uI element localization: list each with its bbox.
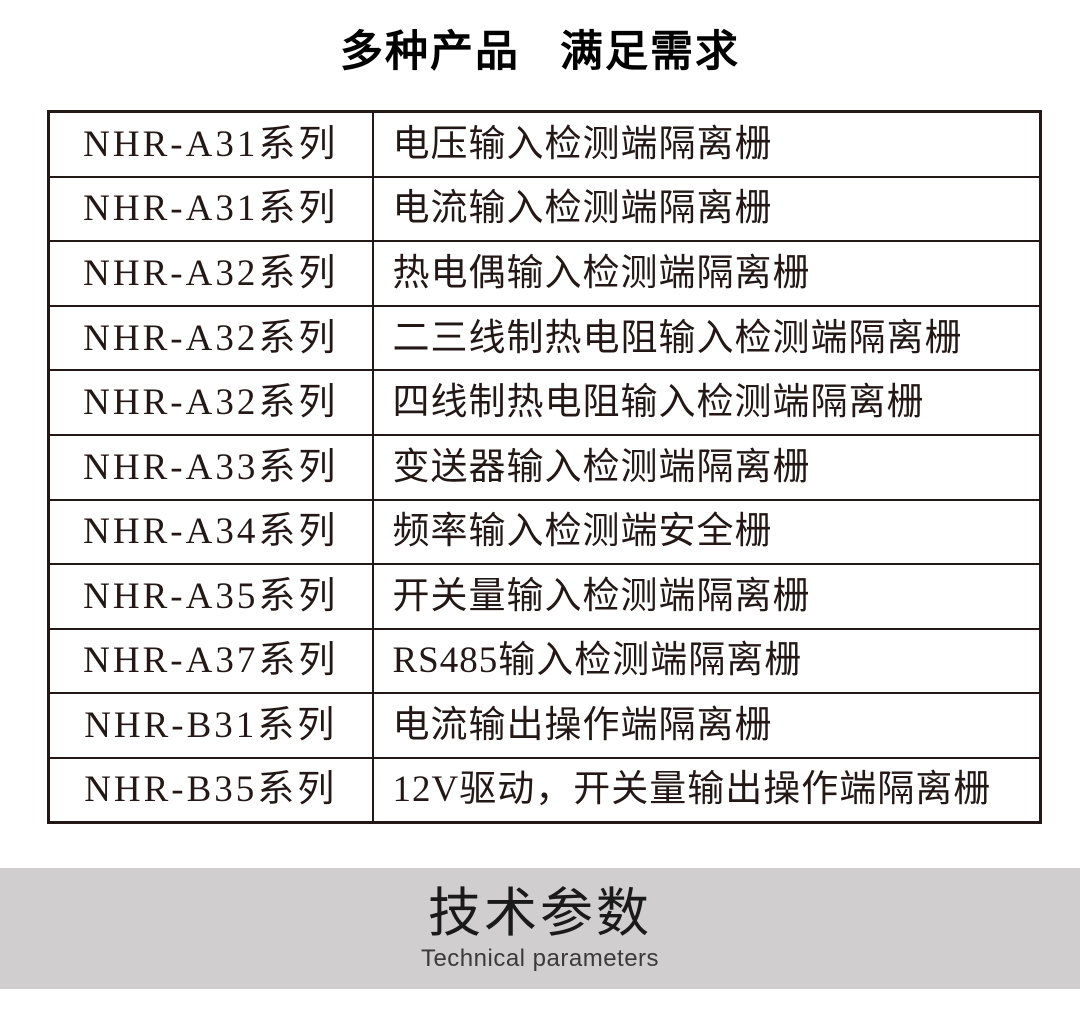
description-cell: 电流输入检测端隔离栅	[371, 175, 1042, 243]
description-cell: 开关量输入检测端隔离栅	[371, 563, 1042, 630]
series-cell: NHR-A34系列	[47, 498, 374, 566]
description-cell: 热电偶输入检测端隔离栅	[371, 240, 1042, 307]
section-banner: 技术参数 Technical parameters	[0, 867, 1080, 989]
series-cell: NHR-B31系列	[47, 692, 374, 759]
table-row: NHR-A32系列 四线制热电阻输入检测端隔离栅	[47, 369, 1042, 436]
description-cell: 频率输入检测端安全栅	[371, 498, 1042, 566]
table-row: NHR-A32系列 二三线制热电阻输入检测端隔离栅	[47, 304, 1042, 372]
table-row: NHR-A37系列 RS485输入检测端隔离栅	[47, 627, 1042, 695]
table-row: NHR-A34系列 频率输入检测端安全栅	[47, 498, 1042, 566]
table-row: NHR-A31系列 电流输入检测端隔离栅	[47, 175, 1042, 243]
product-table-body: NHR-A31系列 电压输入检测端隔离栅 NHR-A31系列 电流输入检测端隔离栅 NH…	[47, 110, 1042, 824]
series-cell: NHR-A32系列	[47, 369, 374, 436]
table-row: NHR-A33系列 变送器输入检测端隔离栅	[47, 433, 1042, 501]
description-cell: 电压输入检测端隔离栅	[371, 110, 1042, 178]
description-cell: 电流输出操作端隔离栅	[371, 692, 1042, 759]
page-title-part1: 多种产品	[340, 28, 520, 76]
description-cell: 12V驱动，开关量输出操作端隔离栅	[371, 756, 1042, 824]
series-cell: NHR-A31系列	[47, 110, 374, 178]
table-row: NHR-A32系列 热电偶输入检测端隔离栅	[47, 240, 1042, 307]
description-cell: 二三线制热电阻输入检测端隔离栅	[371, 304, 1042, 372]
description-cell: RS485输入检测端隔离栅	[371, 627, 1042, 695]
series-cell: NHR-A31系列	[47, 175, 374, 243]
series-cell: NHR-A32系列	[47, 240, 374, 307]
product-table: NHR-A31系列 电压输入检测端隔离栅 NHR-A31系列 电流输入检测端隔离栅 NH…	[47, 110, 1042, 824]
table-row: NHR-B35系列 12V驱动，开关量输出操作端隔离栅	[47, 756, 1042, 824]
section-banner-subtitle: Technical parameters	[420, 944, 660, 972]
page-title-part2: 满足需求	[560, 28, 740, 76]
series-cell: NHR-A32系列	[47, 304, 374, 372]
series-cell: NHR-A37系列	[47, 627, 374, 695]
page-title: 多种产品 满足需求	[0, 28, 1080, 77]
description-cell: 四线制热电阻输入检测端隔离栅	[371, 369, 1042, 436]
series-cell: NHR-A35系列	[47, 563, 374, 630]
series-cell: NHR-A33系列	[47, 433, 374, 501]
description-cell: 变送器输入检测端隔离栅	[371, 433, 1042, 501]
section-banner-title: 技术参数	[428, 883, 652, 943]
table-row: NHR-A31系列 电压输入检测端隔离栅	[47, 110, 1042, 178]
table-row: NHR-B31系列 电流输出操作端隔离栅	[47, 692, 1042, 759]
series-cell: NHR-B35系列	[47, 756, 374, 824]
table-row: NHR-A35系列 开关量输入检测端隔离栅	[47, 563, 1042, 630]
